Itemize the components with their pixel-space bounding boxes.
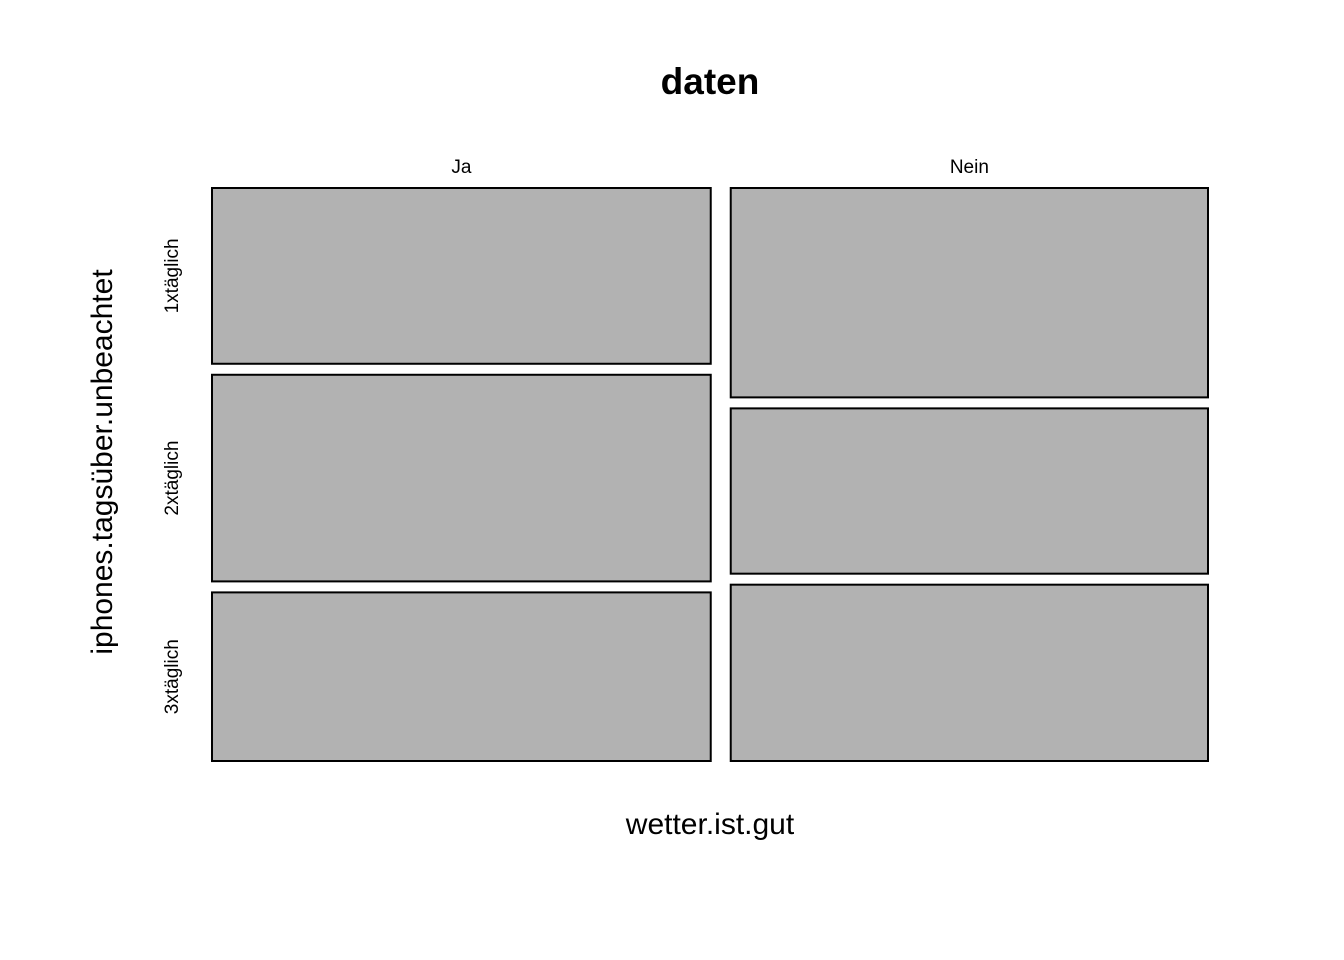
x-tick-labels: Ja Nein [451, 157, 989, 178]
mosaic-tile [211, 591, 712, 762]
y-axis-label: iphones.tagsüber.unbeachtet [86, 269, 119, 655]
y-tick-label: 1xtäglich [162, 238, 183, 313]
x-tick-label: Nein [950, 157, 989, 178]
mosaic-tiles [211, 187, 1210, 762]
mosaic-tile [729, 407, 1210, 575]
mosaic-tile [729, 187, 1210, 399]
x-axis-label: wetter.ist.gut [625, 808, 795, 841]
mosaic-tile [211, 373, 712, 583]
y-tick-label: 3xtäglich [162, 639, 183, 714]
x-tick-label: Ja [451, 157, 472, 178]
y-tick-labels: 1xtäglich 2xtäglich 3xtäglich [162, 238, 183, 714]
mosaic-tile [211, 187, 712, 365]
mosaic-tile [729, 583, 1210, 762]
y-tick-label: 2xtäglich [162, 441, 183, 516]
chart-title: daten [661, 61, 760, 102]
